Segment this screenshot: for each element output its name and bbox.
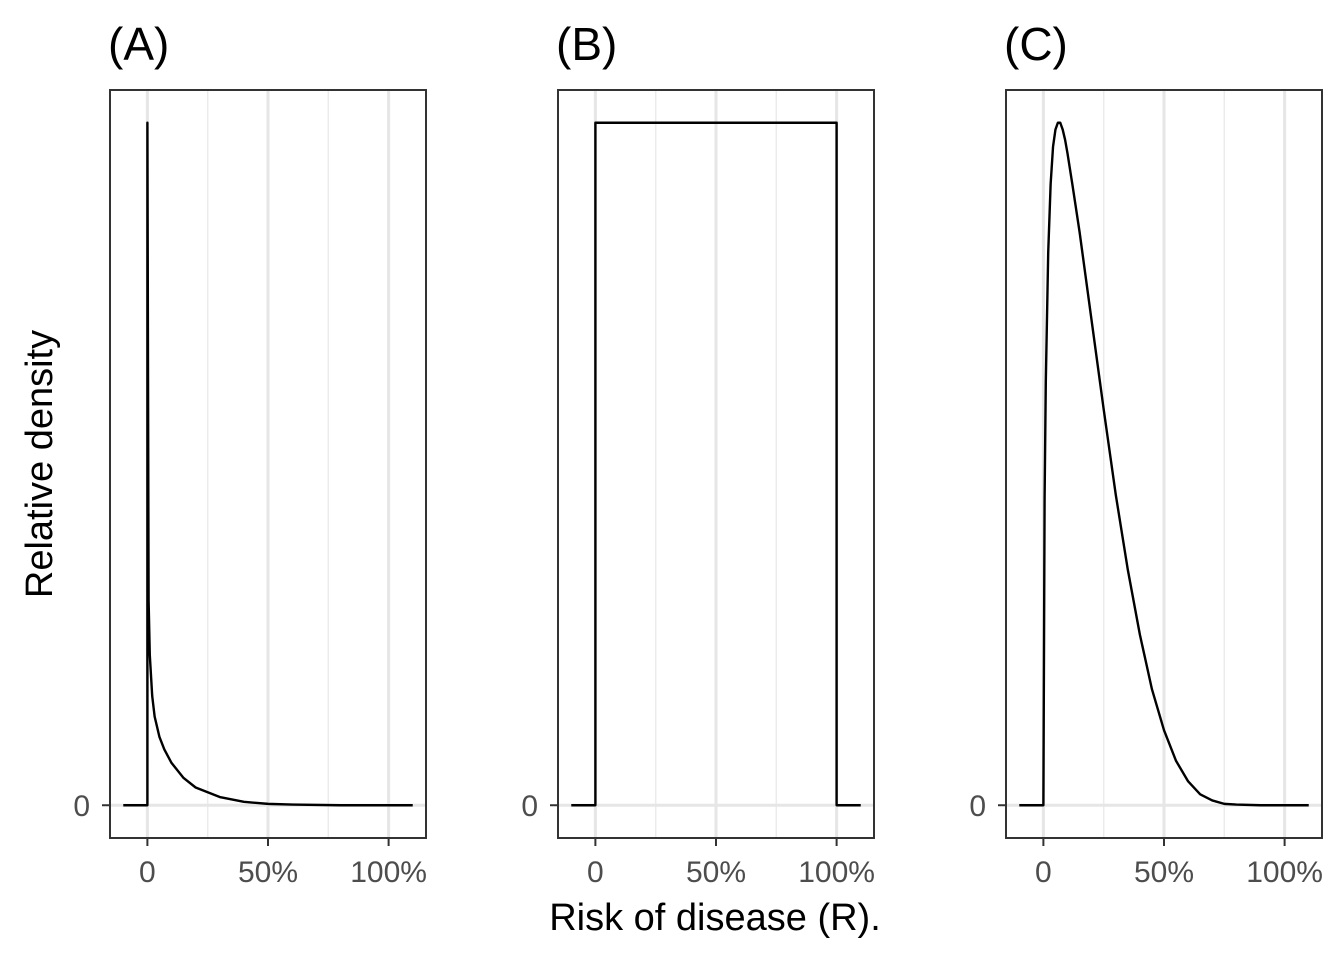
x-axis-title: Risk of disease (R). bbox=[549, 897, 881, 939]
x-tick-label: 0 bbox=[139, 856, 156, 889]
y-tick-label: 0 bbox=[969, 790, 986, 823]
density-curve bbox=[1019, 121, 1309, 807]
panel-title: (A) bbox=[108, 18, 169, 70]
panel-3: 0 50% 100% 0 (C) bbox=[969, 18, 1323, 889]
panels: 0 50% 100% 0 (A) 0 50% 100% 0 (B) 0 50% 100% 0 (C) bbox=[73, 18, 1323, 889]
x-tick-label: 100% bbox=[798, 856, 875, 889]
x-tick-label: 50% bbox=[238, 856, 298, 889]
y-axis-title: Relative density bbox=[19, 330, 61, 598]
density-curve bbox=[571, 121, 861, 807]
x-tick-label: 50% bbox=[1134, 856, 1194, 889]
x-tick-label: 0 bbox=[587, 856, 604, 889]
y-tick-label: 0 bbox=[73, 790, 90, 823]
panel-title: (B) bbox=[556, 18, 617, 70]
y-tick-label: 0 bbox=[521, 790, 538, 823]
density-curve bbox=[123, 121, 413, 807]
panel-2: 0 50% 100% 0 (B) bbox=[521, 18, 875, 889]
panel-1: 0 50% 100% 0 (A) bbox=[73, 18, 427, 889]
panel-title: (C) bbox=[1004, 18, 1068, 70]
x-tick-label: 100% bbox=[350, 856, 427, 889]
x-tick-label: 0 bbox=[1035, 856, 1052, 889]
x-tick-label: 100% bbox=[1246, 856, 1323, 889]
x-tick-label: 50% bbox=[686, 856, 746, 889]
